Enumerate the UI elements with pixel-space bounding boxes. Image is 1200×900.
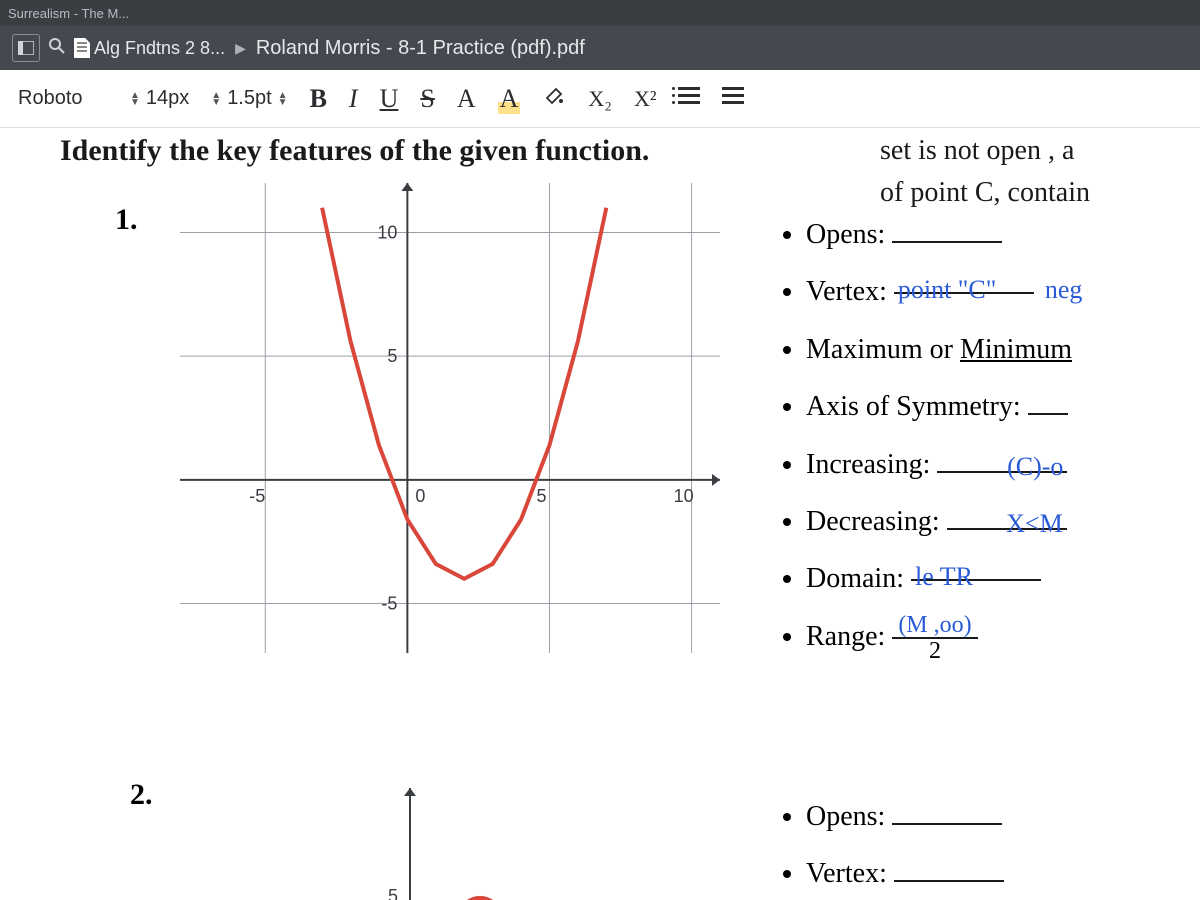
numbered-list-button[interactable] [678,83,700,114]
chevron-right-icon: ▶ [233,40,248,57]
stepper-icon: ▲▼ [278,92,288,106]
file-title: Roland Morris - 8-1 Practice (pdf).pdf [256,37,585,60]
svg-text:5: 5 [387,346,397,366]
browser-tab[interactable]: Surrealism - The M... [8,6,129,21]
font-family-select[interactable]: Roboto [18,87,108,110]
bold-button[interactable]: B [310,84,327,114]
feature-maxmin: Maximum or Minimum [806,321,1200,378]
breadcrumb-label: Alg Fndtns 2 8... [94,38,225,59]
svg-text:-5: -5 [381,594,397,614]
feature-increasing: Increasing: (C)-o [806,436,1200,493]
svg-text:-5: -5 [249,486,265,506]
document-icon [74,38,90,58]
feature-domain: Domain: le TR [806,550,1200,607]
feature-list-1: Opens: Vertex: point "C" neg Maximum or … [780,206,1200,665]
graph-2: 5 [180,788,720,900]
section-heading: Identify the key features of the given f… [60,134,649,168]
font-size-select[interactable]: ▲▼ 14px [130,87,189,110]
font-size-value: 14px [146,87,189,110]
breadcrumb-item[interactable]: Alg Fndtns 2 8... [74,38,225,59]
search-icon[interactable] [48,37,66,60]
browser-tab-strip: Surrealism - The M... [0,0,1200,26]
svg-text:5: 5 [536,486,546,506]
stepper-icon: ▲▼ [130,92,140,106]
feature-aos: Axis of Symmetry: [806,378,1200,435]
italic-button[interactable]: I [349,84,358,114]
problem-number: 2. [130,778,153,812]
svg-text:5: 5 [388,886,398,900]
line-height-value: 1.5pt [227,87,271,110]
fill-color-button[interactable] [542,84,566,114]
feature-opens: Opens: [806,206,1200,263]
line-height-select[interactable]: ▲▼ 1.5pt ▲▼ [211,87,287,110]
underline-button[interactable]: U [380,84,399,114]
feature-vertex: Vertex: point "C" neg [806,263,1200,320]
feature-list-2: Opens: Vertex: [780,788,1200,900]
svg-text:10: 10 [377,222,397,242]
breadcrumb-bar: Alg Fndtns 2 8... ▶ Roland Morris - 8-1 … [0,26,1200,70]
subscript-button[interactable]: X₂ [588,86,612,112]
feature-vertex: Vertex: [806,845,1200,900]
annotation-line: set is not open , a [880,130,1200,172]
feature-range: Range: (M ,oo) 2 [806,608,1200,665]
svg-text:10: 10 [674,486,694,506]
strikethrough-button[interactable]: S [420,84,434,114]
feature-opens: Opens: [806,788,1200,845]
feature-decreasing: Decreasing: X<M [806,493,1200,550]
highlight-button[interactable]: A [498,84,521,114]
graph-1: -5 0 5 10 -5 5 10 [180,183,720,653]
bulleted-list-button[interactable] [722,83,744,114]
side-annotation: set is not open , a of point C, contain [880,130,1200,214]
panel-toggle-icon[interactable] [12,34,40,62]
formatting-toolbar: Roboto ▲▼ 14px ▲▼ 1.5pt ▲▼ B I U S A A X… [0,70,1200,128]
stepper-icon: ▲▼ [211,92,221,106]
problem-number: 1. [115,203,138,237]
superscript-button[interactable]: X² [634,86,656,112]
svg-text:0: 0 [415,486,425,506]
document-viewport[interactable]: Identify the key features of the given f… [0,128,1200,900]
text-color-button[interactable]: A [457,84,476,114]
